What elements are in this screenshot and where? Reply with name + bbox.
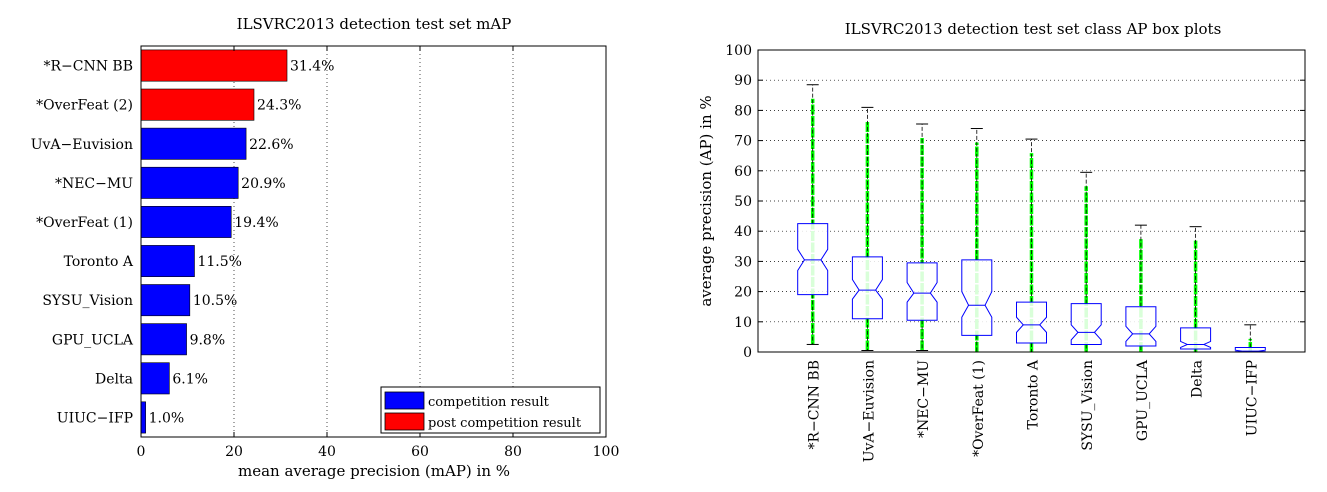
right-category-label: Toronto A [1026, 359, 1042, 429]
box [1016, 301, 1047, 344]
left-x-tick-label: 100 [593, 444, 620, 460]
box [797, 223, 829, 296]
right-category-labels: *R−CNN BB UvA−Euvision *NEC−MU *OverFeat (1… [807, 359, 1261, 462]
box-plot [1180, 226, 1212, 353]
bar [140, 166, 239, 199]
bar [140, 323, 187, 356]
legend-swatch-competition [384, 391, 425, 410]
bar [140, 245, 195, 277]
bar-value-label: 11.5% [197, 254, 241, 270]
box-plot [906, 123, 938, 351]
right-category-label: GPU_UCLA [1135, 359, 1151, 441]
left-chart-title: ILSVRC2013 detection test set mAP [237, 15, 512, 33]
bar-value-label: 10.5% [193, 293, 237, 309]
left-category-label: Delta [95, 371, 133, 387]
right-y-tick-label: 50 [734, 194, 752, 210]
bar [140, 206, 232, 238]
left-category-labels: *R−CNN BB *OverFeat (2) UvA−Euvision *NEC−M… [31, 59, 134, 427]
right-chart-title: ILSVRC2013 detection test set class AP b… [845, 20, 1222, 38]
left-category-label: GPU_UCLA [52, 332, 134, 348]
box-plot [1070, 171, 1102, 353]
box-plot [1125, 224, 1157, 353]
bar-value-label: 20.9% [241, 176, 285, 192]
legend-swatch-post [384, 412, 425, 431]
left-category-label: UvA−Euvision [31, 137, 133, 153]
left-x-ticks: 0 20 40 60 80 100 [137, 46, 620, 460]
right-y-ticks: 0 10 20 30 40 50 60 70 80 90 100 [725, 43, 1305, 361]
right-y-tick-label: 80 [734, 103, 752, 119]
right-y-tick-label: 0 [743, 345, 752, 361]
right-y-axis-label: average precision (AP) in % [697, 95, 715, 306]
bar-value-label: 24.3% [257, 98, 301, 114]
box [906, 262, 938, 321]
right-y-tick-label: 40 [734, 224, 752, 240]
legend-label-post: post competition result [428, 416, 582, 431]
legend-label-competition: competition result [428, 395, 550, 410]
right-y-tick-label: 90 [734, 73, 752, 89]
right-y-tick-label: 10 [734, 315, 752, 331]
left-x-tick-label: 80 [504, 444, 522, 460]
box [851, 256, 883, 320]
left-category-label: *R−CNN BB [43, 59, 133, 75]
legend: competition result post competition resu… [380, 386, 601, 434]
right-category-label: Delta [1190, 360, 1206, 398]
left-plot-frame [140, 45, 607, 438]
right-category-label: SYSU_Vision [1080, 360, 1096, 451]
bar-value-label: 22.6% [249, 137, 293, 153]
right-category-label: *R−CNN BB [807, 360, 823, 450]
box [1070, 303, 1102, 345]
bar-value-label: 31.4% [290, 59, 334, 75]
left-category-label: Toronto A [64, 254, 134, 270]
bar-value-label: 19.4% [234, 215, 278, 231]
map-bar-chart: ILSVRC2013 detection test set mAP 31.4% 2… [31, 15, 620, 480]
right-boxes [797, 84, 1266, 353]
left-x-tick-label: 40 [318, 444, 336, 460]
ap-box-plot-chart: ILSVRC2013 detection test set class AP b… [697, 20, 1306, 462]
bar [140, 127, 247, 160]
left-x-tick-label: 20 [225, 444, 243, 460]
bar [140, 401, 146, 434]
right-category-label: *OverFeat (1) [971, 360, 987, 457]
bar-value-label: 1.0% [149, 410, 185, 426]
left-category-label: SYSU_Vision [42, 293, 133, 309]
left-category-label: *NEC−MU [55, 176, 133, 192]
right-y-tick-label: 70 [734, 134, 752, 150]
left-category-label: *OverFeat (1) [36, 215, 133, 231]
box-plot [797, 84, 829, 345]
left-x-tick-label: 60 [411, 444, 429, 460]
left-x-tick-label: 0 [137, 444, 146, 460]
right-category-label: UIUC−IFP [1244, 360, 1260, 436]
bar-value-label: 9.8% [190, 332, 226, 348]
right-y-tick-label: 30 [734, 254, 752, 270]
box-plot [851, 106, 883, 351]
right-y-tick-label: 60 [734, 164, 752, 180]
right-category-label: *NEC−MU [916, 360, 932, 438]
left-x-axis-label: mean average precision (mAP) in % [238, 462, 510, 480]
bar [140, 284, 191, 317]
right-category-label: UvA−Euvision [861, 360, 877, 462]
box-plot [1016, 138, 1047, 353]
box-plot [961, 128, 993, 353]
bar [140, 49, 288, 82]
bar [140, 88, 255, 121]
bar-value-label: 6.1% [172, 371, 208, 387]
box-plot [1234, 324, 1266, 353]
box [1180, 327, 1212, 350]
bar [140, 362, 170, 395]
box [961, 259, 993, 336]
left-bars: 31.4% 24.3% 22.6% 20.9% 19.4% 11.5% 10.5% 9.8% 6… [140, 49, 334, 434]
right-y-tick-label: 20 [734, 285, 752, 301]
right-y-tick-label: 100 [725, 43, 752, 59]
left-category-label: UIUC−IFP [57, 410, 133, 426]
left-category-label: *OverFeat (2) [36, 98, 133, 114]
box [1125, 306, 1157, 347]
